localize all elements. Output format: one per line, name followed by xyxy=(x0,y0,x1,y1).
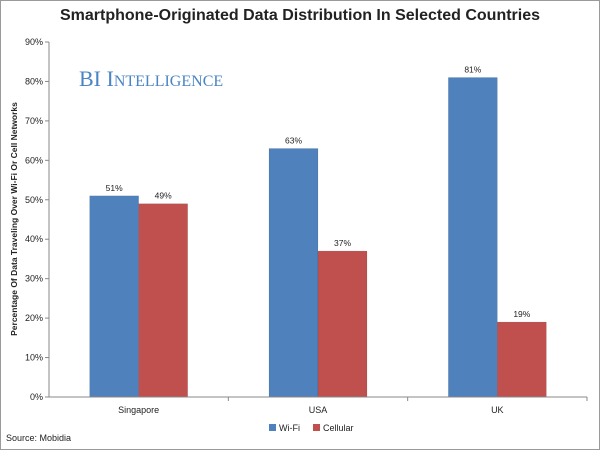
y-tick-label: 0% xyxy=(30,392,43,402)
y-tick-label: 30% xyxy=(25,274,43,284)
y-tick-label: 90% xyxy=(25,37,43,47)
chart-title: Smartphone-Originated Data Distribution … xyxy=(59,7,541,24)
legend-swatch xyxy=(313,424,320,431)
category-label: USA xyxy=(309,405,328,415)
y-axis-ticks: 0% 10% 20% 30% 40% 50% 60% 70% 80% 90% xyxy=(25,37,49,402)
legend-swatch xyxy=(269,424,276,431)
data-label: 19% xyxy=(513,309,530,319)
category-label: UK xyxy=(491,405,504,415)
category-labels-group: Singapore USA UK xyxy=(118,397,588,415)
data-labels-group: 51% 49% 63% 37% 81% 19% xyxy=(106,65,531,320)
legend-label: Wi-Fi xyxy=(279,423,300,433)
data-label: 37% xyxy=(334,238,351,248)
category-label: Singapore xyxy=(118,405,159,415)
data-label: 63% xyxy=(285,136,302,146)
bar-wifi-singapore xyxy=(89,195,139,398)
y-tick-label: 10% xyxy=(25,353,43,363)
y-tick-label: 50% xyxy=(25,195,43,205)
y-tick-label: 40% xyxy=(25,234,43,244)
data-label: 49% xyxy=(155,191,172,201)
data-label: 81% xyxy=(464,65,481,75)
legend-label: Cellular xyxy=(323,423,354,433)
source-note: Source: Mobidia xyxy=(6,433,72,443)
bi-intelligence-watermark: BI INTELLIGENCE xyxy=(79,66,223,91)
bar-cellular-singapore xyxy=(138,203,188,398)
bar-wifi-uk xyxy=(448,77,498,398)
data-label: 51% xyxy=(106,183,123,193)
bar-wifi-usa xyxy=(268,148,319,398)
y-tick-label: 80% xyxy=(25,76,43,86)
y-tick-label: 70% xyxy=(25,116,43,126)
bars-group xyxy=(89,77,547,398)
y-axis-label: Percentage Of Data Traveling Over Wi-Fi … xyxy=(9,102,19,336)
bar-cellular-uk xyxy=(497,321,547,398)
y-tick-label: 60% xyxy=(25,155,43,165)
y-tick-label: 20% xyxy=(25,313,43,323)
legend: Wi-Fi Cellular xyxy=(269,423,354,433)
bar-cellular-usa xyxy=(317,250,368,398)
